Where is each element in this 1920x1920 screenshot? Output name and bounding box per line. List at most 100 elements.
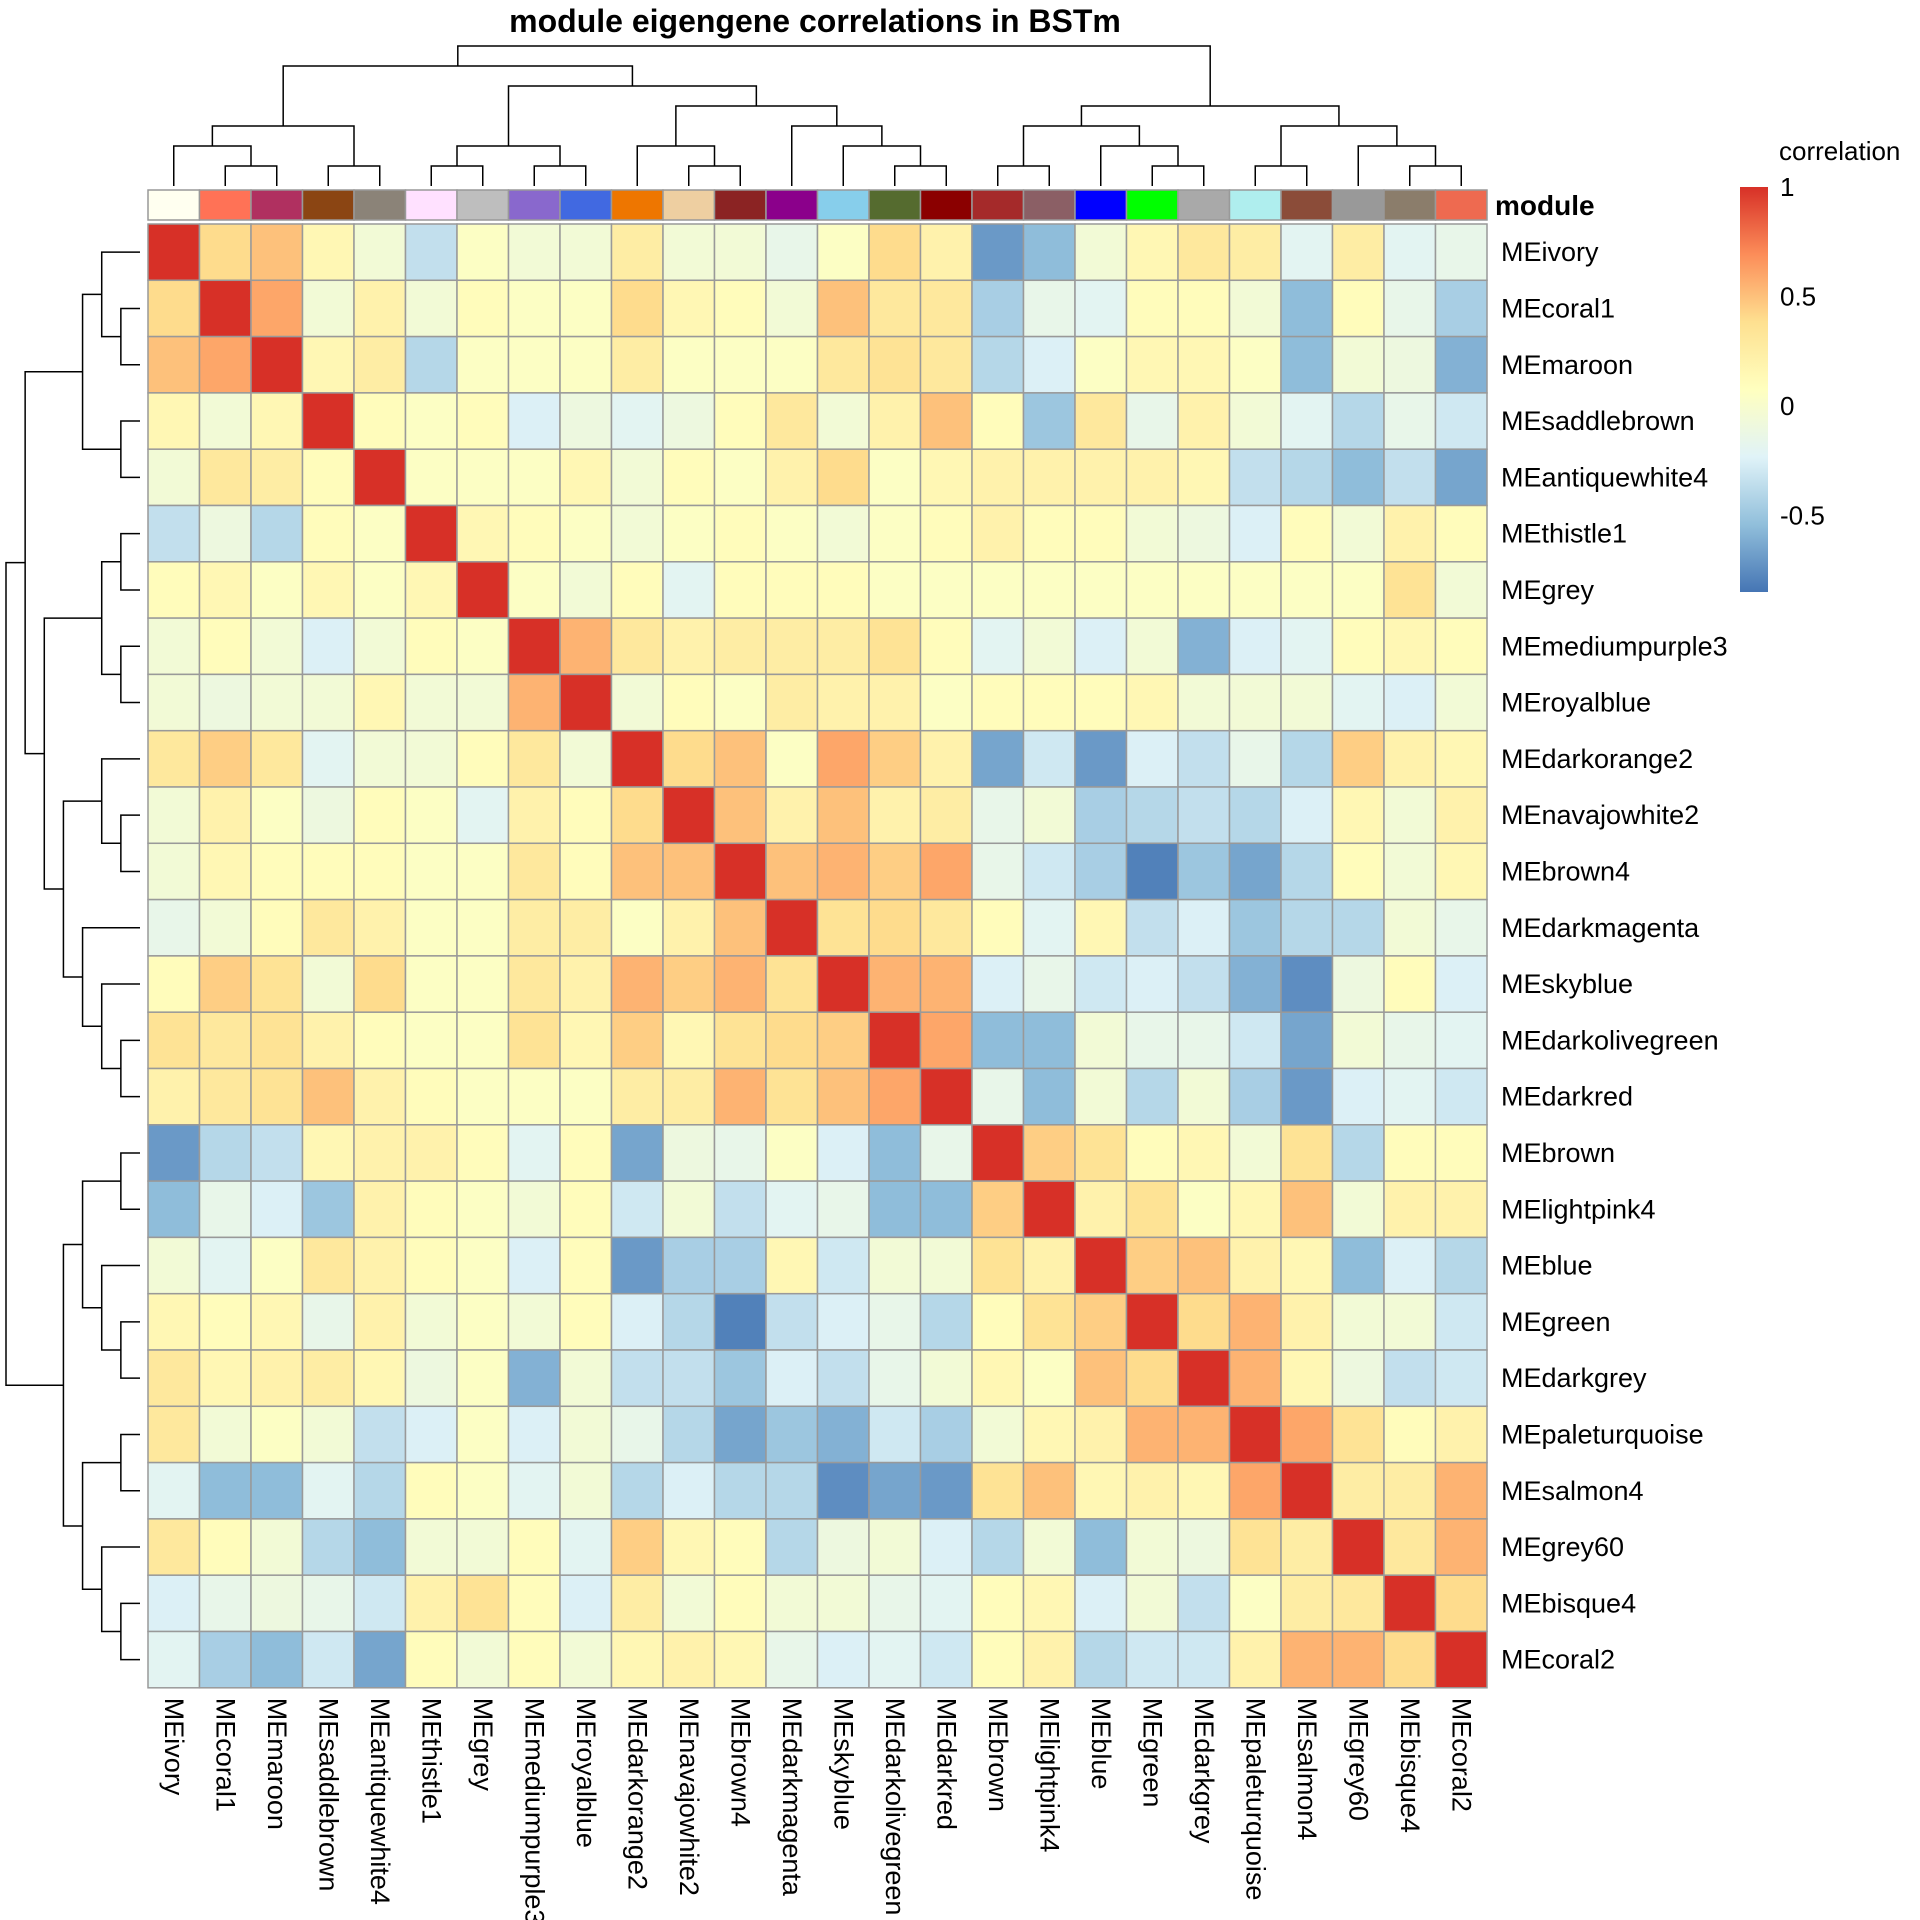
heatmap-cell [198, 1349, 252, 1408]
heatmap-cell [662, 223, 716, 282]
module-color-swatch [250, 189, 304, 221]
heatmap-cell [404, 898, 458, 957]
heatmap-cell [713, 1349, 767, 1408]
heatmap-cell [353, 729, 407, 788]
heatmap-cell [507, 1461, 561, 1520]
heatmap-cell [1280, 955, 1334, 1013]
column-label: MEdarkmagenta [777, 1698, 807, 1897]
heatmap-cell [147, 335, 201, 394]
module-color-swatch [1022, 189, 1076, 221]
heatmap-cell [301, 504, 355, 563]
heatmap-cell [610, 1405, 664, 1464]
heatmap-cell [1074, 955, 1128, 1013]
heatmap-cell [1228, 1292, 1282, 1351]
heatmap-cell [559, 1518, 613, 1576]
heatmap-cell [559, 729, 613, 788]
heatmap-cell [919, 786, 973, 845]
row-label: MEroyalblue [1501, 688, 1651, 718]
heatmap-cell [662, 1461, 716, 1520]
heatmap-cell [404, 729, 458, 788]
heatmap-cell [1177, 1574, 1231, 1633]
heatmap-cell [147, 504, 201, 563]
heatmap-cell [610, 1292, 664, 1351]
row-label: MEpaleturquoise [1501, 1419, 1704, 1449]
heatmap-cell [868, 1349, 922, 1408]
heatmap-cell [868, 1461, 922, 1520]
column-label: MEthistle1 [416, 1698, 446, 1824]
heatmap-cell [868, 1292, 922, 1351]
heatmap-cell [250, 561, 304, 619]
heatmap-cell [1022, 898, 1076, 957]
heatmap-cell [507, 617, 561, 676]
heatmap-cell [353, 504, 407, 563]
heatmap-cell [1383, 1236, 1437, 1295]
heatmap-cell [353, 1518, 407, 1576]
heatmap-cell [1177, 448, 1231, 507]
heatmap-cell [868, 223, 922, 282]
heatmap-cell [713, 1630, 767, 1689]
row-label: MEgreen [1501, 1307, 1611, 1337]
heatmap-cell [713, 1011, 767, 1070]
heatmap-cell [404, 842, 458, 901]
heatmap-cell [147, 1405, 201, 1464]
heatmap-cell [662, 561, 716, 619]
heatmap-cell [507, 392, 561, 450]
heatmap-cell [1331, 1180, 1385, 1239]
column-label: MEantiquewhite4 [365, 1698, 395, 1905]
heatmap-cell [919, 1574, 973, 1633]
heatmap-cell [301, 898, 355, 957]
heatmap-cell [301, 1011, 355, 1070]
heatmap-cell [507, 279, 561, 338]
dendrogram-branch [894, 165, 947, 186]
heatmap-cell [868, 448, 922, 507]
heatmap-cell [198, 729, 252, 788]
heatmap-cell [1280, 729, 1334, 788]
heatmap-cell [765, 392, 819, 450]
heatmap-cell [1434, 1180, 1488, 1239]
heatmap-cell [868, 898, 922, 957]
heatmap-cell [1331, 786, 1385, 845]
heatmap-cell [198, 955, 252, 1013]
heatmap-cell [1383, 1011, 1437, 1070]
heatmap-cell [147, 1574, 201, 1633]
heatmap-cell [404, 504, 458, 563]
row-label: MElightpink4 [1501, 1194, 1656, 1224]
heatmap-cell [919, 1630, 973, 1689]
heatmap-cell [868, 1067, 922, 1126]
heatmap-cell [404, 955, 458, 1013]
heatmap-cell [610, 1574, 664, 1633]
dendrogram-branch [327, 165, 381, 186]
heatmap-cell [1228, 1349, 1282, 1408]
heatmap-cell [198, 392, 252, 450]
heatmap-cell [198, 1067, 252, 1126]
heatmap-cell [301, 842, 355, 901]
legend-title: correlation [1779, 136, 1900, 166]
heatmap-cell [250, 1124, 304, 1182]
heatmap-cell [1074, 617, 1128, 676]
column-label: MEsalmon4 [1292, 1698, 1322, 1841]
heatmap-cell [147, 1349, 201, 1408]
heatmap-cell [301, 1236, 355, 1295]
heatmap-cell [971, 1011, 1025, 1070]
heatmap-cell [1228, 448, 1282, 507]
heatmap-cell [353, 1180, 407, 1239]
row-label: MEdarkgrey [1501, 1363, 1647, 1393]
heatmap-cell [1383, 1180, 1437, 1239]
heatmap-cell [1125, 1630, 1179, 1689]
heatmap-cell [868, 729, 922, 788]
heatmap-cell [198, 673, 252, 732]
heatmap-cell [147, 1518, 201, 1576]
heatmap-cell [147, 392, 201, 450]
heatmap-cell [404, 1180, 458, 1239]
heatmap-cell [559, 335, 613, 394]
heatmap-cell [404, 1236, 458, 1295]
heatmap-cell [816, 1630, 870, 1689]
heatmap-cell [147, 729, 201, 788]
heatmap-cell [816, 786, 870, 845]
heatmap-cell [919, 898, 973, 957]
heatmap-cell [662, 504, 716, 563]
heatmap-cell [301, 561, 355, 619]
heatmap-cell [1022, 955, 1076, 1013]
heatmap-cell [1022, 1292, 1076, 1351]
heatmap-cell [1074, 335, 1128, 394]
